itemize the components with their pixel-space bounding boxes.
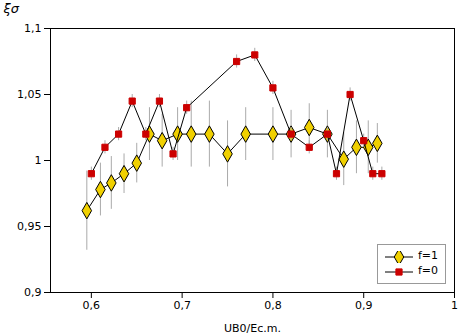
svg-text:0,9: 0,9 <box>355 299 373 312</box>
svg-text:1: 1 <box>35 154 42 167</box>
svg-text:0,7: 0,7 <box>173 299 191 312</box>
svg-text:1,05: 1,05 <box>17 88 42 101</box>
svg-text:0,8: 0,8 <box>264 299 282 312</box>
svg-text:0,9: 0,9 <box>24 286 42 299</box>
svg-text:UB0/Ec.m.: UB0/Ec.m. <box>224 322 281 334</box>
svg-text:1,1: 1,1 <box>24 22 42 35</box>
html-text:f=1: f=1 <box>417 249 438 263</box>
svg-text:1: 1 <box>451 299 458 312</box>
html-text:f=0: f=0 <box>417 264 438 278</box>
svg-text:0,95: 0,95 <box>17 220 42 233</box>
svg-text:0,6: 0,6 <box>83 299 101 312</box>
svg-text:ξσ: ξσ <box>3 1 20 16</box>
